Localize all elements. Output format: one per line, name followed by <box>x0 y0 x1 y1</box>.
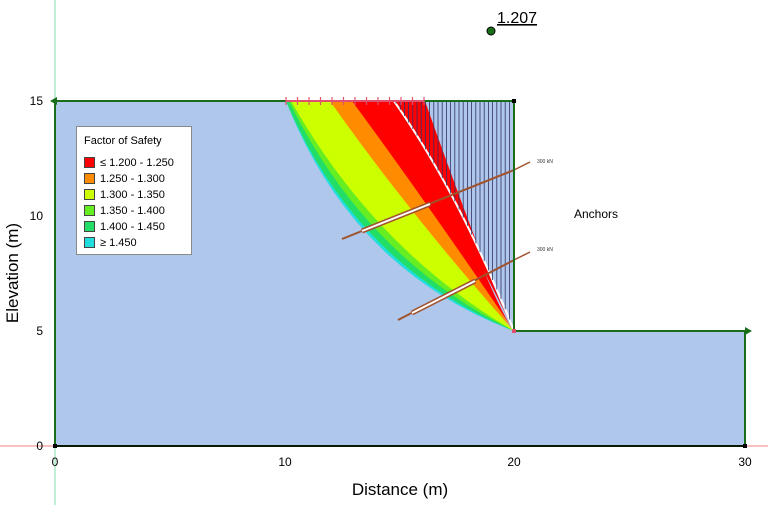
anchor-lower <box>397 251 531 321</box>
slip-center-marker <box>486 26 496 36</box>
anchors-label: Anchors <box>574 207 618 221</box>
crest-slip-range <box>285 97 425 105</box>
water-table-marker-left <box>50 97 57 105</box>
x-tick: 0 <box>52 455 59 469</box>
legend-item: ≤ 1.200 - 1.250 <box>84 156 174 169</box>
legend-item: ≥ 1.450 <box>84 236 137 249</box>
x-tick: 30 <box>738 455 752 469</box>
legend-label: 1.400 - 1.450 <box>100 220 165 233</box>
legend-label: ≥ 1.450 <box>100 236 137 249</box>
soil-region <box>55 101 745 446</box>
x-tick: 20 <box>507 455 521 469</box>
legend-label: ≤ 1.200 - 1.250 <box>100 156 174 169</box>
legend-swatch <box>84 221 95 232</box>
legend-item: 1.250 - 1.300 <box>84 172 165 185</box>
anchor-load-lower: 300 kN <box>537 247 553 253</box>
legend-item: 1.350 - 1.400 <box>84 204 165 217</box>
fos-legend: Factor of Safety ≤ 1.200 - 1.250 1.250 -… <box>76 126 192 255</box>
x-tick: 10 <box>278 455 292 469</box>
legend-swatch <box>84 205 95 216</box>
y-tick: 10 <box>30 209 44 223</box>
legend-title: Factor of Safety <box>84 135 162 147</box>
x-axis-title: Distance (m) <box>352 480 448 499</box>
legend-swatch <box>84 189 95 200</box>
legend-swatch <box>84 173 95 184</box>
legend-label: 1.250 - 1.300 <box>100 172 165 185</box>
legend-swatch <box>84 237 95 248</box>
water-table-marker-right <box>745 327 752 335</box>
legend-item: 1.400 - 1.450 <box>84 220 165 233</box>
anchor-load-upper: 300 kN <box>537 159 553 165</box>
critical-slip-surface <box>393 100 515 332</box>
node-marker <box>53 444 57 448</box>
legend-label: 1.300 - 1.350 <box>100 188 165 201</box>
legend-swatch <box>84 157 95 168</box>
legend-label: 1.350 - 1.400 <box>100 204 165 217</box>
y-tick: 15 <box>30 94 44 108</box>
node-marker <box>743 444 747 448</box>
fos-value: 1.207 <box>497 10 537 27</box>
toe-marker <box>512 329 516 333</box>
y-tick: 5 <box>36 324 43 338</box>
legend-item: 1.300 - 1.350 <box>84 188 165 201</box>
fos-band-1250 <box>330 101 514 331</box>
y-tick: 0 <box>36 439 43 453</box>
node-marker <box>512 99 516 103</box>
anchor-upper <box>341 161 531 240</box>
y-axis-title: Elevation (m) <box>3 223 22 323</box>
